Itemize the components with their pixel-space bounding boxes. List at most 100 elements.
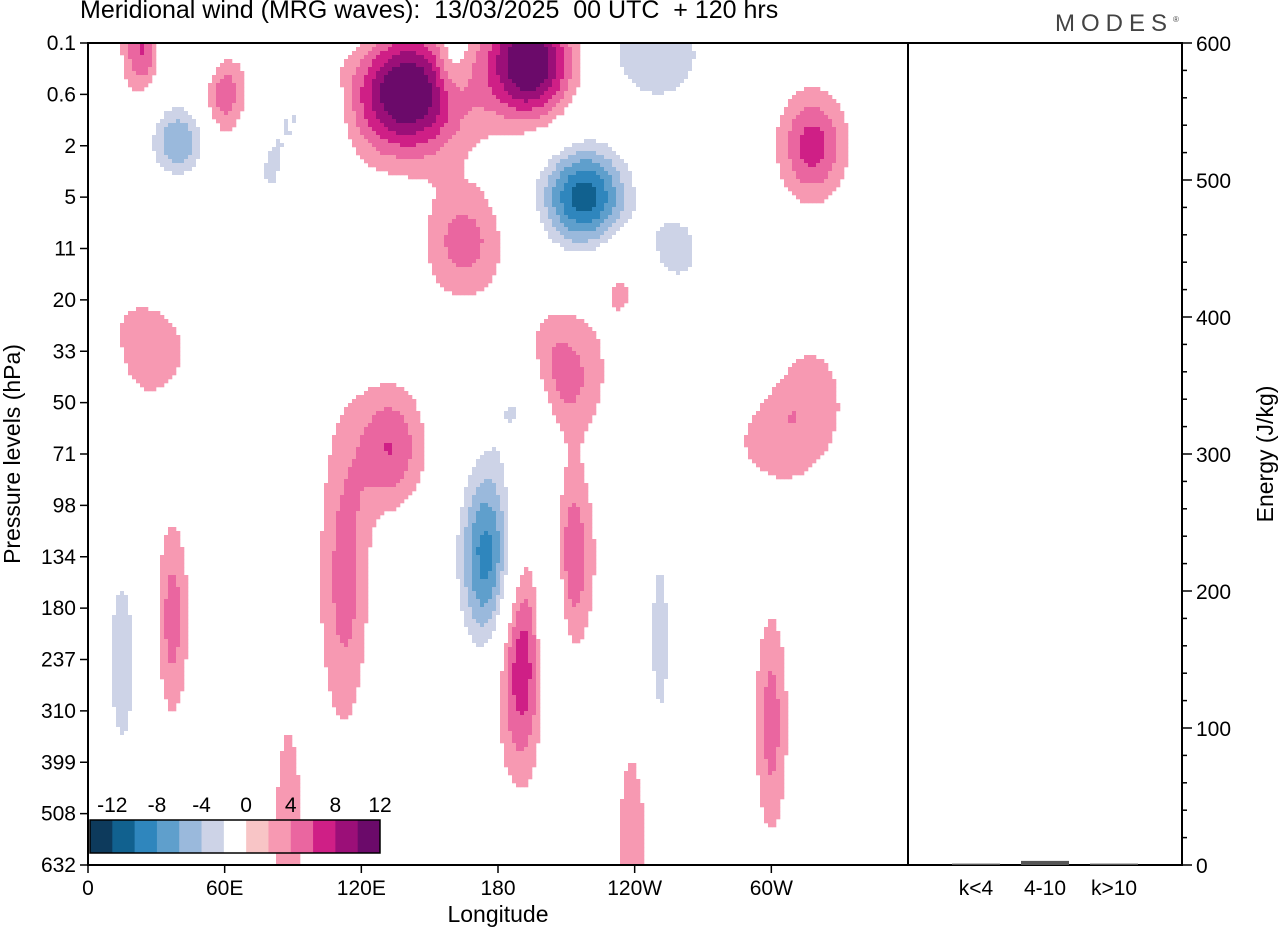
heatmap-cell <box>612 71 617 76</box>
heatmap-cell <box>576 51 581 56</box>
heatmap-cell <box>640 199 645 204</box>
heatmap-cell <box>560 95 565 100</box>
heatmap-cell <box>620 127 625 132</box>
heatmap-cell <box>792 151 797 156</box>
heatmap-cell <box>388 155 393 160</box>
heatmap-cell <box>172 115 177 120</box>
heatmap-cell <box>824 143 829 148</box>
heatmap-cell <box>188 87 193 92</box>
heatmap-cell <box>560 259 565 264</box>
heatmap-cell <box>588 207 593 212</box>
heatmap-cell <box>444 191 449 196</box>
heatmap-cell <box>236 87 241 92</box>
heatmap-cell <box>384 131 389 136</box>
heatmap-cell <box>260 135 265 140</box>
heatmap-cell <box>168 131 173 136</box>
heatmap-cell <box>624 119 629 124</box>
heatmap-cell <box>476 191 481 196</box>
heatmap-cell <box>384 75 389 80</box>
heatmap-cell <box>608 171 613 176</box>
heatmap-cell <box>704 91 709 96</box>
heatmap-cell <box>264 143 269 148</box>
heatmap-cell <box>692 59 697 64</box>
heatmap-cell <box>372 163 377 168</box>
heatmap-cell <box>412 43 417 48</box>
heatmap-cell <box>400 107 405 112</box>
heatmap-cell <box>636 207 641 212</box>
heatmap-cell <box>632 175 637 180</box>
heatmap-cell <box>468 115 473 120</box>
heatmap-cell <box>188 175 193 180</box>
heatmap-cell <box>608 51 613 56</box>
heatmap-cell <box>436 183 441 188</box>
heatmap-cell <box>280 167 285 172</box>
heatmap-cell <box>800 143 805 148</box>
heatmap-cell <box>300 171 305 176</box>
heatmap-cell <box>300 155 305 160</box>
heatmap-cell <box>572 67 577 72</box>
heatmap-cell <box>288 183 293 188</box>
heatmap-cell <box>692 211 697 216</box>
heatmap-cell <box>264 183 269 188</box>
heatmap-cell <box>580 255 585 260</box>
heatmap-cell <box>168 179 173 184</box>
heatmap-cell <box>708 79 713 84</box>
heatmap-cell <box>228 79 233 84</box>
heatmap-cell <box>468 239 473 244</box>
heatmap-cell <box>640 227 645 232</box>
heatmap-cell <box>816 147 821 152</box>
heatmap-cell <box>664 91 669 96</box>
heatmap-cell <box>160 171 165 176</box>
heatmap-cell <box>540 155 545 160</box>
heatmap-cell <box>344 71 349 76</box>
heatmap-cell <box>256 163 261 168</box>
heatmap-cell <box>444 119 449 124</box>
heatmap-cell <box>660 95 665 100</box>
heatmap-cell <box>460 167 465 172</box>
heatmap-cell <box>568 51 573 56</box>
heatmap-cell <box>648 55 653 60</box>
heatmap-cell <box>232 87 237 92</box>
heatmap-cell <box>420 127 425 132</box>
heatmap-cell <box>572 75 577 80</box>
heatmap-cell <box>164 143 169 148</box>
heatmap-cell <box>836 107 841 112</box>
heatmap-cell <box>680 103 685 108</box>
heatmap-cell <box>616 239 621 244</box>
heatmap-cell <box>548 239 553 244</box>
heatmap-cell <box>628 147 633 152</box>
heatmap-cell <box>452 167 457 172</box>
heatmap-cell <box>544 247 549 252</box>
heatmap-cell <box>492 63 497 68</box>
heatmap-cell <box>544 59 549 64</box>
heatmap-cell <box>476 227 481 232</box>
heatmap-cell <box>692 79 697 84</box>
heatmap-cell <box>540 159 545 164</box>
heatmap-cell <box>600 183 605 188</box>
heatmap-cell <box>572 239 577 244</box>
heatmap-cell <box>236 83 241 88</box>
heatmap-cell <box>644 95 649 100</box>
heatmap-cell <box>636 59 641 64</box>
heatmap-cell <box>532 175 537 180</box>
heatmap-cell <box>124 67 129 72</box>
heatmap-cell <box>520 47 525 52</box>
heatmap-cell <box>484 87 489 92</box>
heatmap-cell <box>612 199 617 204</box>
heatmap-cell <box>452 87 457 92</box>
heatmap-cell <box>840 119 845 124</box>
heatmap-cell <box>180 127 185 132</box>
heatmap-cell <box>524 183 529 188</box>
heatmap-cell <box>660 267 665 272</box>
heatmap-cell <box>464 199 469 204</box>
heatmap-cell <box>200 47 205 52</box>
heatmap-cell <box>640 191 645 196</box>
heatmap-cell <box>640 223 645 228</box>
heatmap-cell <box>532 115 537 120</box>
heatmap-cell <box>628 139 633 144</box>
heatmap-cell <box>628 183 633 188</box>
heatmap-cell <box>640 239 645 244</box>
heatmap-cell <box>432 151 437 156</box>
heatmap-cell <box>440 271 445 276</box>
heatmap-cell <box>640 219 645 224</box>
